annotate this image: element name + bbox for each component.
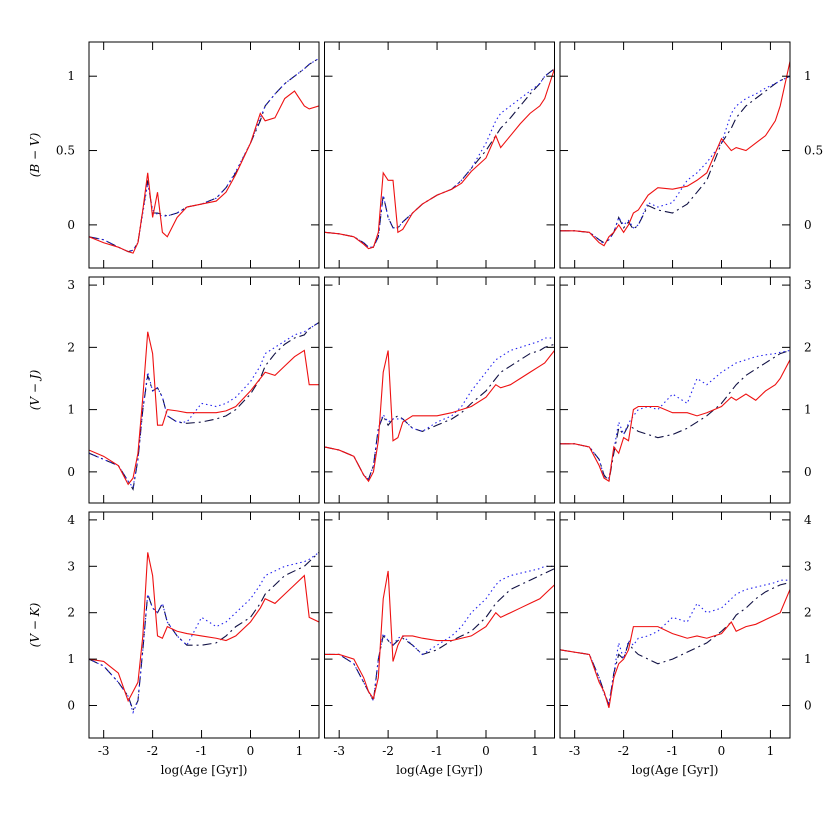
series-group (324, 337, 555, 483)
y-tick-label: 1 (67, 403, 75, 417)
axes-frame (559, 276, 791, 504)
series-group (324, 68, 555, 250)
x-tick-label: 1 (296, 744, 304, 758)
panel: -3 -2 -1 0 1 0 1 2 3 4 (V − K) log(Age [Gyr]) (28, 511, 320, 777)
y-tick-label: 0.5 (804, 144, 823, 158)
series-line (560, 75, 790, 244)
series-line (324, 343, 555, 481)
y-tick-label: 0 (67, 218, 75, 232)
y-tick-label: 0.5 (56, 144, 75, 158)
panel: 0 1 2 3 (V − J) (28, 276, 320, 504)
panel: 0 1 2 3 (559, 276, 812, 504)
y-tick-label: 1 (804, 69, 812, 83)
y-tick-label: 3 (804, 278, 812, 292)
axes-frame (559, 511, 791, 739)
x-tick-label: 0 (482, 744, 490, 758)
y-tick-label: 0 (804, 699, 812, 713)
y-tick-label: 1 (804, 652, 812, 666)
y-tick-label: 0 (804, 465, 812, 479)
series-line (324, 568, 555, 703)
series-line (560, 349, 790, 479)
series-group (89, 57, 319, 254)
series-line (324, 350, 555, 483)
y-tick-label: 0 (67, 465, 75, 479)
axes-frame (559, 41, 791, 269)
axes-frame (324, 511, 555, 739)
axes-frame (88, 276, 320, 504)
series-line (324, 68, 555, 248)
series-line (560, 75, 790, 245)
y-tick-label: 2 (804, 340, 812, 354)
x-tick-label: -3 (333, 744, 345, 758)
series-line (324, 565, 555, 703)
series-group (560, 579, 790, 708)
x-axis-label: log(Age [Gyr]) (396, 763, 483, 777)
panel: 0 0.5 1 (B − V) (28, 41, 320, 269)
axes-frame (88, 511, 320, 739)
series-line (324, 68, 555, 248)
series-line (560, 61, 790, 247)
series-group (560, 61, 790, 247)
y-tick-label: 4 (804, 513, 812, 527)
y-axis-label: (B − V) (28, 132, 42, 177)
x-tick-label: -1 (667, 744, 679, 758)
x-tick-label: 0 (247, 744, 255, 758)
y-tick-label: 2 (67, 606, 75, 620)
x-axis-label: log(Age [Gyr]) (161, 763, 248, 777)
series-line (89, 331, 319, 486)
x-tick-label: -3 (569, 744, 581, 758)
y-tick-label: 4 (67, 513, 75, 527)
series-group (89, 321, 319, 491)
series-line (560, 359, 790, 483)
panel: 00.51 (559, 41, 823, 269)
x-tick-label: -2 (147, 744, 159, 758)
series-line (324, 570, 555, 700)
series-line (324, 337, 555, 481)
y-tick-label: 1 (67, 652, 75, 666)
series-line (89, 552, 319, 703)
series-group (324, 565, 555, 703)
y-tick-label: 1 (804, 403, 812, 417)
y-axis-label: (V − K) (28, 602, 42, 647)
y-tick-label: 2 (67, 340, 75, 354)
series-line (89, 57, 319, 253)
series-line (560, 579, 790, 705)
axes-frame (324, 41, 555, 269)
panel: -3 -2 -1 0 1 log(Age [Gyr]) (324, 511, 555, 777)
series-line (560, 589, 790, 708)
panel: -3 -2 -1 0 1 0 1 2 3 4 log(Age [Gyr]) (559, 511, 812, 777)
x-tick-label: 1 (531, 744, 539, 758)
x-tick-label: -2 (618, 744, 630, 758)
x-tick-label: -1 (431, 744, 443, 758)
y-tick-label: 1 (67, 69, 75, 83)
y-tick-label: 3 (67, 278, 75, 292)
x-axis-label: log(Age [Gyr]) (632, 763, 719, 777)
series-line (89, 321, 319, 491)
y-tick-label: 0 (804, 218, 812, 232)
panel (324, 41, 555, 269)
x-tick-label: 1 (767, 744, 775, 758)
series-line (324, 68, 555, 250)
panel (324, 276, 555, 504)
series-group (89, 551, 319, 715)
series-line (89, 90, 319, 254)
y-tick-label: 3 (67, 559, 75, 573)
y-tick-label: 0 (67, 699, 75, 713)
series-group (560, 349, 790, 483)
x-tick-label: 0 (718, 744, 726, 758)
y-axis-label: (V − J) (28, 369, 42, 410)
y-tick-label: 3 (804, 559, 812, 573)
axes-frame (324, 276, 555, 504)
series-line (560, 349, 790, 483)
axes-frame (88, 41, 320, 269)
x-tick-label: -1 (196, 744, 208, 758)
y-tick-label: 2 (804, 606, 812, 620)
x-tick-label: -2 (382, 744, 394, 758)
x-tick-label: -3 (98, 744, 110, 758)
series-line (89, 551, 319, 712)
series-line (89, 57, 319, 253)
series-line (560, 582, 790, 706)
series-line (89, 321, 319, 489)
